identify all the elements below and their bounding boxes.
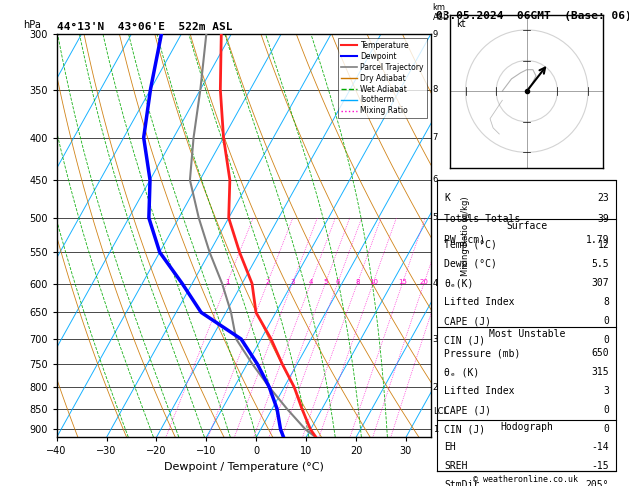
- X-axis label: Dewpoint / Temperature (°C): Dewpoint / Temperature (°C): [164, 462, 324, 472]
- Text: -14: -14: [592, 442, 610, 451]
- Text: 1: 1: [225, 279, 230, 285]
- Text: 3: 3: [603, 386, 610, 396]
- Text: 8: 8: [603, 297, 610, 307]
- Text: 9: 9: [433, 30, 438, 38]
- Text: 6: 6: [433, 175, 438, 185]
- Text: 20: 20: [420, 279, 429, 285]
- Text: Lifted Index: Lifted Index: [444, 297, 515, 307]
- Text: Pressure (mb): Pressure (mb): [444, 348, 521, 358]
- Text: 0: 0: [603, 424, 610, 434]
- Text: -15: -15: [592, 461, 610, 470]
- Text: 15: 15: [398, 279, 407, 285]
- Text: 650: 650: [592, 348, 610, 358]
- Text: © weatheronline.co.uk: © weatheronline.co.uk: [473, 474, 577, 484]
- Text: 2: 2: [433, 382, 438, 392]
- Text: StmDir: StmDir: [444, 480, 479, 486]
- Text: θₑ (K): θₑ (K): [444, 367, 479, 377]
- Text: 39: 39: [598, 214, 610, 224]
- Text: 315: 315: [592, 367, 610, 377]
- Text: 8: 8: [433, 85, 438, 94]
- Text: K: K: [444, 193, 450, 203]
- Text: 0: 0: [603, 316, 610, 326]
- Text: 4: 4: [309, 279, 313, 285]
- Text: CAPE (J): CAPE (J): [444, 316, 491, 326]
- Text: θₑ(K): θₑ(K): [444, 278, 474, 288]
- Text: CIN (J): CIN (J): [444, 335, 486, 345]
- Text: 6: 6: [336, 279, 340, 285]
- Text: 44°13'N  43°06'E  522m ASL: 44°13'N 43°06'E 522m ASL: [57, 22, 232, 32]
- Text: Most Unstable: Most Unstable: [489, 329, 565, 339]
- Text: Mixing Ratio (g/kg): Mixing Ratio (g/kg): [461, 196, 470, 276]
- Text: PW (cm): PW (cm): [444, 235, 486, 245]
- Text: 0: 0: [603, 405, 610, 415]
- Text: CAPE (J): CAPE (J): [444, 405, 491, 415]
- Text: Temp (°C): Temp (°C): [444, 241, 497, 250]
- Text: 0: 0: [603, 335, 610, 345]
- Text: 1: 1: [433, 425, 438, 434]
- Text: EH: EH: [444, 442, 456, 451]
- Text: Surface: Surface: [506, 221, 547, 231]
- Text: kt: kt: [457, 19, 466, 29]
- Text: Lifted Index: Lifted Index: [444, 386, 515, 396]
- Text: Totals Totals: Totals Totals: [444, 214, 521, 224]
- Text: CIN (J): CIN (J): [444, 424, 486, 434]
- Text: 5.5: 5.5: [592, 260, 610, 269]
- Text: km
ASL: km ASL: [433, 2, 448, 22]
- Text: 03.05.2024  06GMT  (Base: 06): 03.05.2024 06GMT (Base: 06): [436, 11, 629, 21]
- Text: 10: 10: [369, 279, 378, 285]
- Text: Dewp (°C): Dewp (°C): [444, 260, 497, 269]
- Legend: Temperature, Dewpoint, Parcel Trajectory, Dry Adiabat, Wet Adiabat, Isotherm, Mi: Temperature, Dewpoint, Parcel Trajectory…: [338, 38, 427, 119]
- Text: 23: 23: [598, 193, 610, 203]
- Text: LCL: LCL: [433, 406, 448, 416]
- Text: SREH: SREH: [444, 461, 468, 470]
- Text: 5: 5: [323, 279, 328, 285]
- Text: 2: 2: [265, 279, 270, 285]
- Text: 205°: 205°: [586, 480, 610, 486]
- Text: 12: 12: [598, 241, 610, 250]
- Text: 4: 4: [433, 279, 438, 288]
- Text: 3: 3: [433, 334, 438, 344]
- Text: 1.79: 1.79: [586, 235, 610, 245]
- Text: Hodograph: Hodograph: [500, 422, 554, 432]
- Text: 307: 307: [592, 278, 610, 288]
- Text: 7: 7: [433, 133, 438, 142]
- Text: 8: 8: [355, 279, 360, 285]
- Text: 3: 3: [291, 279, 295, 285]
- Text: hPa: hPa: [23, 20, 41, 30]
- Text: 5: 5: [433, 213, 438, 223]
